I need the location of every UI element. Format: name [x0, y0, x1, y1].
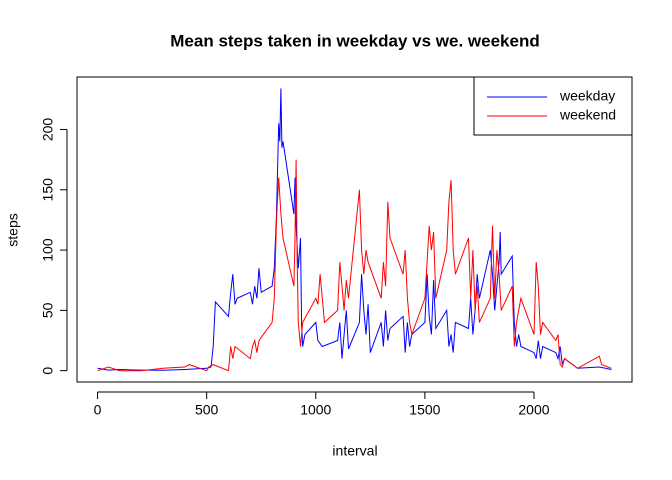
line-series [97, 88, 612, 371]
y-axis-label: steps [5, 213, 21, 246]
y-tick-label: 50 [40, 302, 56, 318]
x-tick-label: 1500 [409, 402, 440, 418]
legend-box [473, 76, 633, 136]
x-tick-label: 2000 [518, 402, 549, 418]
x-axis-label: interval [332, 443, 377, 459]
y-tick-label: 0 [40, 367, 56, 375]
x-tick-label: 1000 [300, 402, 331, 418]
line-series [97, 159, 612, 372]
legend-label: weekend [559, 107, 616, 123]
x-tick-label: 500 [195, 402, 219, 418]
y-tick-label: 200 [40, 118, 56, 142]
x-tick-label: 0 [94, 402, 102, 418]
legend-label: weekday [559, 88, 615, 104]
plot-box [76, 76, 633, 383]
y-tick-label: 100 [40, 238, 56, 262]
chart-title: Mean steps taken in weekday vs we. weeke… [170, 31, 539, 50]
y-tick-label: 150 [40, 178, 56, 202]
